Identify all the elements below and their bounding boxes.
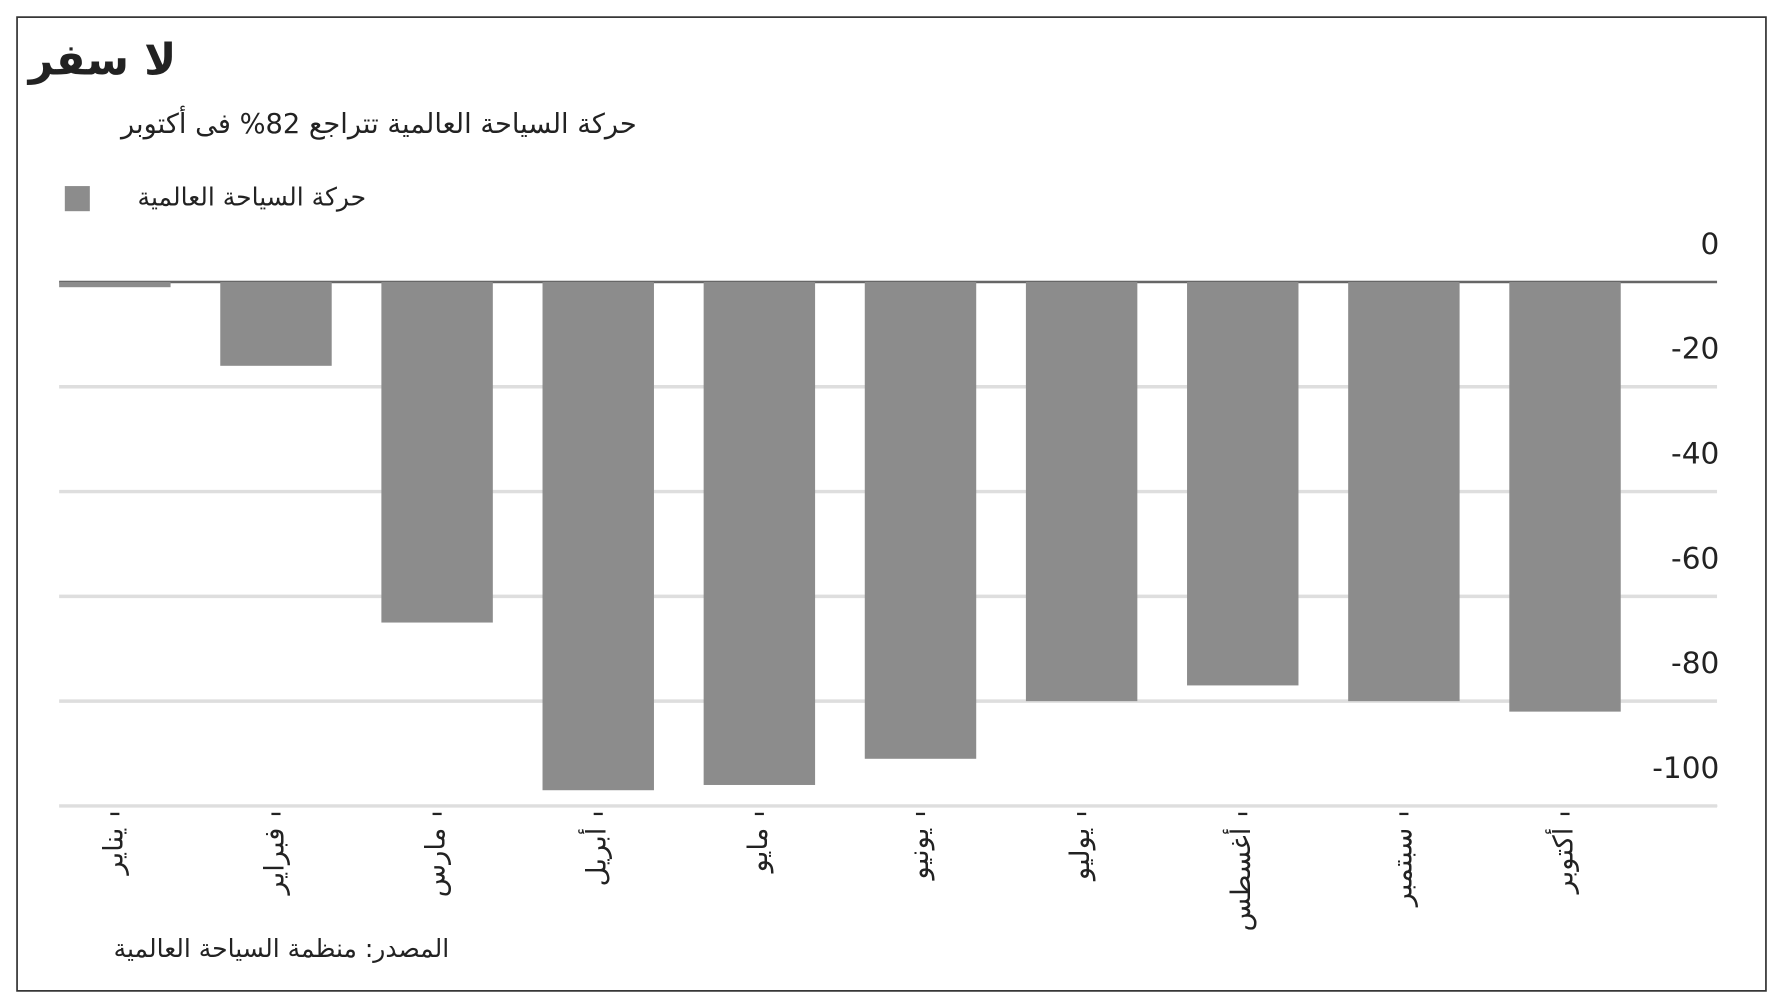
legend-label: حركة السياحة العالمية: [138, 183, 367, 212]
x-tick-label: فبراير: [260, 828, 291, 897]
bar: [542, 281, 654, 791]
y-tick-label: -20: [1671, 332, 1719, 366]
x-tick-label: أبريل: [578, 828, 613, 887]
x-tick-label: يناير: [98, 828, 129, 877]
y-tick-label: -60: [1671, 541, 1719, 575]
bar: [220, 281, 332, 366]
x-tick-label: أغسطس: [1222, 828, 1257, 932]
y-tick-label: -100: [1652, 751, 1719, 785]
bar: [59, 281, 171, 288]
chart-title: لا سفر: [27, 35, 177, 85]
x-tick-label: يوليو: [1065, 828, 1096, 883]
x-tick-label: مارس: [421, 828, 452, 898]
bar: [703, 281, 816, 785]
bar: [1348, 281, 1460, 702]
x-tick-label: أكتوبر: [1545, 828, 1580, 896]
bar: [864, 281, 977, 759]
x-tick-label: مايو: [743, 828, 774, 875]
x-tick-label: يونيو: [904, 828, 935, 882]
legend-swatch: [64, 186, 90, 212]
bar: [1025, 281, 1138, 702]
y-tick-label: 0: [1701, 227, 1720, 261]
y-tick-label: -80: [1671, 646, 1719, 680]
frame: [16, 16, 1767, 992]
bar: [381, 281, 493, 623]
y-tick-label: -40: [1671, 436, 1719, 470]
source: المصدر: منظمة السياحة العالمية: [114, 934, 450, 963]
chart-subtitle: حركة السياحة العالمية تتراجع 82% فى أكتو…: [119, 105, 637, 140]
bar: [1509, 281, 1621, 712]
bar: [1187, 281, 1299, 686]
x-tick-label: سبتمبر: [1387, 828, 1418, 909]
